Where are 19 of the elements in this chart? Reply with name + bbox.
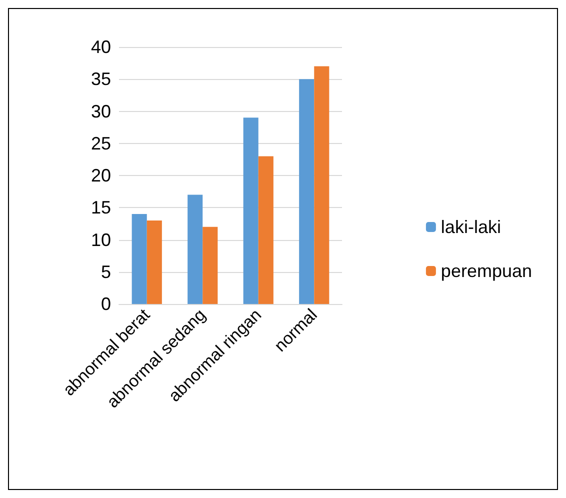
y-tick-label: 0 — [100, 294, 111, 314]
y-tick-label: 5 — [100, 262, 111, 282]
y-tick-label: 20 — [90, 166, 111, 186]
bar — [188, 194, 203, 304]
legend-label: laki-laki — [440, 217, 501, 237]
bar — [243, 118, 258, 304]
y-tick-label: 10 — [90, 230, 111, 250]
y-tick-label: 40 — [90, 37, 111, 57]
bar — [202, 226, 218, 304]
y-tick-label: 30 — [90, 101, 111, 122]
bar — [299, 79, 314, 304]
legend-label: perempuan — [440, 261, 532, 281]
bar — [146, 220, 162, 304]
bar — [314, 66, 330, 304]
y-tick-label: 25 — [90, 133, 111, 154]
y-tick-label: 35 — [90, 69, 111, 90]
bar — [258, 156, 274, 304]
bar — [132, 214, 147, 304]
y-tick-label: 15 — [90, 198, 111, 218]
